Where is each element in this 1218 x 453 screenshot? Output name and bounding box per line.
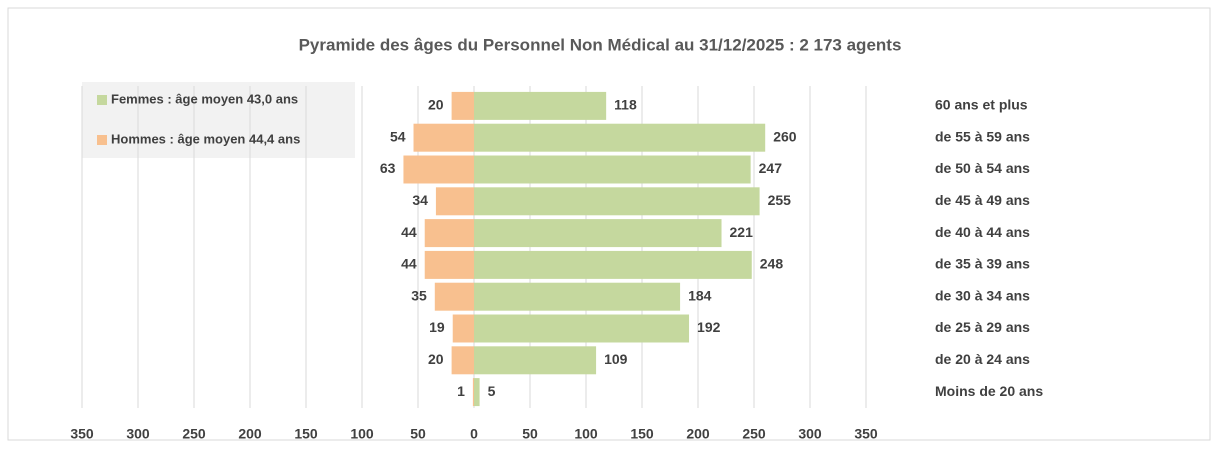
bar (474, 250, 752, 279)
bar (424, 219, 474, 248)
bar (424, 250, 474, 279)
bar (474, 91, 607, 120)
value-label: 19 (429, 319, 445, 335)
bar (474, 155, 751, 184)
value-label: 44 (401, 256, 417, 272)
value-label: 54 (390, 128, 406, 144)
legend-swatch (97, 135, 107, 145)
category-label: 60 ans et plus (935, 97, 1028, 113)
x-tick-label: 100 (350, 426, 374, 442)
legend-label: Hommes : âge moyen 44,4 ans (111, 131, 300, 146)
value-label: 34 (412, 192, 428, 208)
x-tick-label: 50 (410, 426, 426, 442)
bar (474, 282, 681, 311)
legend-label: Femmes : âge moyen 43,0 ans (111, 91, 298, 106)
x-tick-label: 200 (686, 426, 710, 442)
x-tick-label: 150 (630, 426, 654, 442)
value-label: 118 (614, 97, 637, 113)
bar (474, 123, 766, 152)
category-label: de 50 à 54 ans (935, 160, 1030, 176)
bar (451, 346, 474, 375)
category-label: de 20 à 24 ans (935, 351, 1030, 367)
x-tick-label: 250 (182, 426, 206, 442)
bar (435, 187, 474, 216)
value-label: 1 (457, 383, 465, 399)
category-label: Moins de 20 ans (935, 383, 1043, 399)
value-label: 192 (697, 319, 721, 335)
chart-title: Pyramide des âges du Personnel Non Médic… (299, 35, 902, 54)
x-tick-label: 200 (238, 426, 262, 442)
value-label: 5 (488, 383, 496, 399)
bar (403, 155, 474, 184)
category-label: de 45 à 49 ans (935, 192, 1030, 208)
bar (472, 378, 474, 407)
value-label: 44 (401, 224, 417, 240)
value-label: 109 (604, 351, 628, 367)
bar (451, 91, 474, 120)
x-tick-label: 350 (70, 426, 94, 442)
category-label: de 30 à 34 ans (935, 287, 1030, 303)
bar (452, 314, 474, 343)
x-tick-label: 300 (126, 426, 150, 442)
legend-swatch (97, 95, 107, 105)
category-label: de 55 à 59 ans (935, 128, 1030, 144)
value-label: 255 (768, 192, 792, 208)
bar (474, 219, 722, 248)
value-label: 20 (428, 97, 444, 113)
bar (434, 282, 474, 311)
value-label: 260 (773, 128, 797, 144)
value-label: 35 (411, 287, 427, 303)
x-tick-label: 150 (294, 426, 318, 442)
x-tick-label: 50 (522, 426, 538, 442)
category-label: de 25 à 29 ans (935, 319, 1030, 335)
value-label: 221 (730, 224, 754, 240)
bar (474, 378, 480, 407)
value-label: 248 (760, 256, 784, 272)
x-tick-label: 250 (742, 426, 766, 442)
value-label: 63 (380, 160, 396, 176)
value-label: 184 (688, 287, 712, 303)
legend-box (82, 82, 355, 158)
x-tick-label: 100 (574, 426, 598, 442)
bar (474, 346, 597, 375)
bar (413, 123, 474, 152)
bar (474, 314, 690, 343)
category-label: de 35 à 39 ans (935, 256, 1030, 272)
x-tick-label: 0 (470, 426, 478, 442)
value-label: 247 (759, 160, 783, 176)
x-tick-label: 350 (854, 426, 878, 442)
category-label: de 40 à 44 ans (935, 224, 1030, 240)
bar (474, 187, 760, 216)
value-label: 20 (428, 351, 444, 367)
x-tick-label: 300 (798, 426, 822, 442)
